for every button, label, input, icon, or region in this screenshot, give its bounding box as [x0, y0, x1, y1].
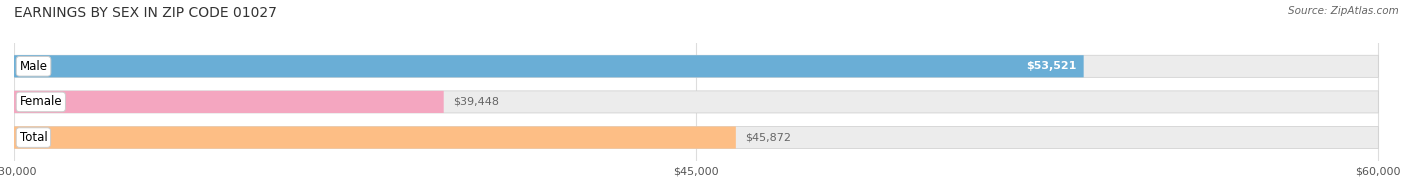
- Text: $39,448: $39,448: [453, 97, 499, 107]
- Text: EARNINGS BY SEX IN ZIP CODE 01027: EARNINGS BY SEX IN ZIP CODE 01027: [14, 6, 277, 20]
- Text: Male: Male: [20, 60, 48, 73]
- FancyBboxPatch shape: [14, 126, 735, 149]
- Text: $45,872: $45,872: [745, 132, 792, 142]
- FancyBboxPatch shape: [14, 91, 444, 113]
- FancyBboxPatch shape: [14, 55, 1378, 77]
- FancyBboxPatch shape: [14, 126, 1378, 149]
- Text: $53,521: $53,521: [1026, 61, 1077, 71]
- Text: Female: Female: [20, 95, 62, 108]
- FancyBboxPatch shape: [14, 55, 1084, 77]
- FancyBboxPatch shape: [14, 91, 1378, 113]
- Text: Source: ZipAtlas.com: Source: ZipAtlas.com: [1288, 6, 1399, 16]
- Text: Total: Total: [20, 131, 48, 144]
